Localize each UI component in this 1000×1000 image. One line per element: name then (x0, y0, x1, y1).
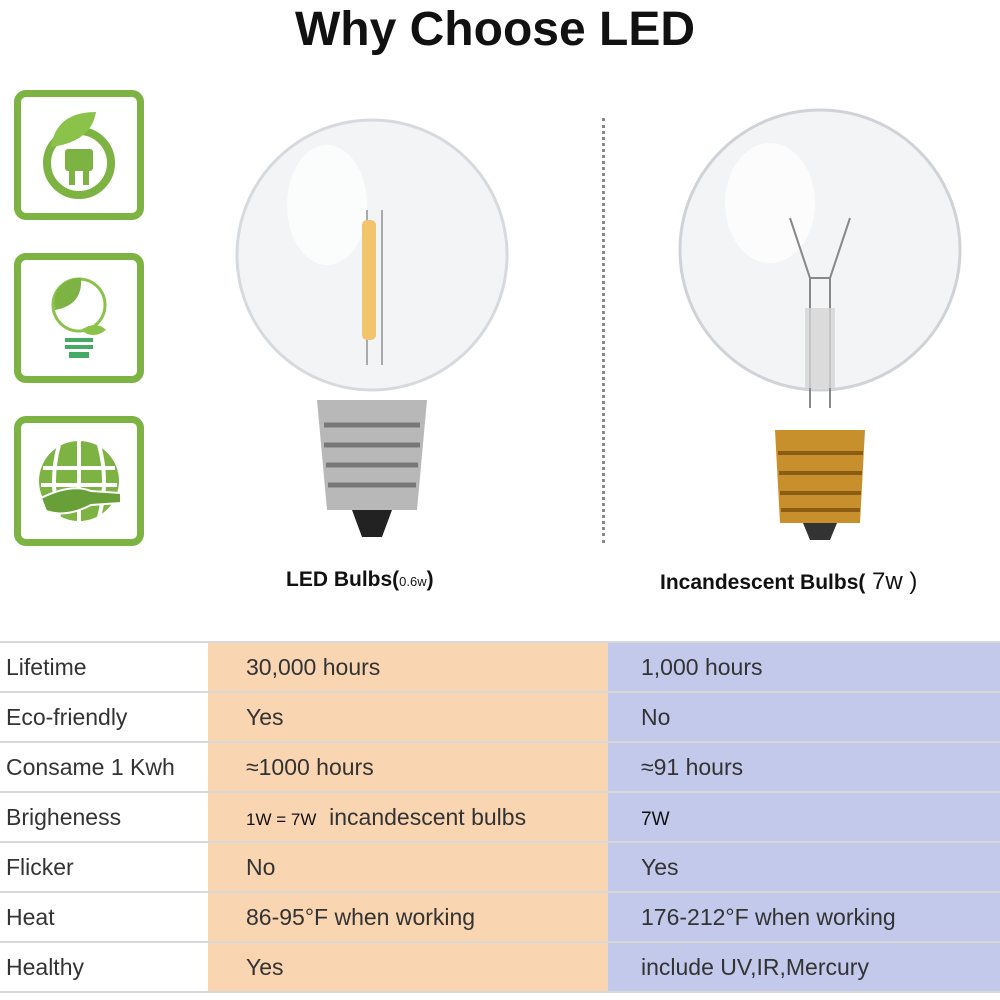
row-label: Flicker (0, 841, 208, 893)
led-value-b: 7W (290, 809, 317, 829)
eco-plug-icon (14, 90, 144, 220)
row-label: Lifetime (0, 641, 208, 693)
table-row: Lifetime 30,000 hours 1,000 hours (0, 641, 1000, 693)
table-row: Flicker No Yes (0, 841, 1000, 893)
row-label: Consame 1 Kwh (0, 741, 208, 793)
table-row: Eco-friendly Yes No (0, 691, 1000, 743)
incandescent-value: 176-212°F when working (608, 891, 1000, 943)
incandescent-value: 7W (608, 791, 1000, 843)
led-value: Yes (208, 691, 608, 743)
led-value: Yes (208, 941, 608, 993)
incandescent-caption-label: Incandescent Bulbs( (660, 571, 866, 594)
table-row: Consame 1 Kwh ≈1000 hours ≈91 hours (0, 741, 1000, 793)
table-row: Brigheness 1W = 7W incandescent bulbs 7W (0, 791, 1000, 843)
leaf-bulb-icon (14, 253, 144, 383)
led-value: 86-95°F when working (208, 891, 608, 943)
row-label: Brigheness (0, 791, 208, 843)
led-value-c: incandescent bulbs (316, 803, 527, 830)
led-value: No (208, 841, 608, 893)
incandescent-value: ≈91 hours (608, 741, 1000, 793)
row-label: Eco-friendly (0, 691, 208, 743)
globe-hand-icon (14, 416, 144, 546)
row-label: Healthy (0, 941, 208, 993)
comparison-table: Lifetime 30,000 hours 1,000 hours Eco-frie… (0, 641, 1000, 993)
incandescent-caption-watt: 7w ) (865, 568, 918, 595)
incandescent-bulb-image (678, 108, 962, 540)
led-value-a: 1W = (246, 809, 291, 829)
incandescent-value: No (608, 691, 1000, 743)
led-value: ≈1000 hours (208, 741, 608, 793)
incandescent-caption: Incandescent Bulbs( 7w ) (660, 568, 917, 596)
incandescent-value-text: 7W (641, 808, 670, 830)
incandescent-value: 1,000 hours (608, 641, 1000, 693)
led-caption-close: ) (426, 568, 434, 591)
led-bulb-image (235, 118, 509, 537)
led-caption-watt: 0.6w (399, 574, 427, 589)
table-row: Heat 86-95°F when working 176-212°F when w… (0, 891, 1000, 943)
incandescent-value: Yes (608, 841, 1000, 893)
divider (602, 118, 605, 543)
incandescent-value: include UV,IR,Mercury (608, 941, 1000, 993)
led-value: 1W = 7W incandescent bulbs (208, 791, 608, 843)
table-row: Healthy Yes include UV,IR,Mercury (0, 941, 1000, 993)
led-value: 30,000 hours (208, 641, 608, 693)
page-title: Why Choose LED (294, 3, 695, 56)
led-caption: LED Bulbs(0.6w) (286, 568, 434, 592)
led-caption-label: LED Bulbs( (286, 568, 400, 591)
row-label: Heat (0, 891, 208, 943)
